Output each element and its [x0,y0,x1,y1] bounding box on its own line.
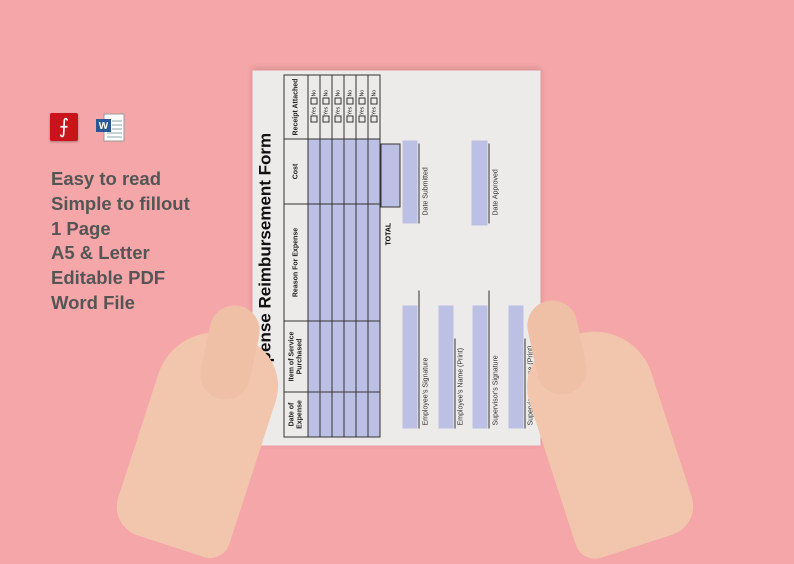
feature-list: Easy to read Simple to fillout 1 Page A5… [51,167,190,316]
table-cell[interactable] [343,391,356,437]
yes-label: Yes [310,106,317,115]
receipt-cell: Yes No [367,74,380,139]
form-paper: Expense Reimbursement Form Date of Expen… [252,70,540,445]
table-cell[interactable] [307,203,320,321]
no-checkbox[interactable] [370,96,377,104]
pdf-icon: ⨍ [50,113,78,141]
yes-label: Yes [322,106,329,115]
yes-checkbox[interactable] [370,115,377,123]
table-cell[interactable] [355,320,368,392]
receipt-cell: Yes No [355,74,368,139]
table-row: Yes No [331,74,344,437]
yes-label: Yes [334,106,341,115]
date-approved-field[interactable] [471,140,487,225]
feature-item: Easy to read [51,168,162,189]
table-header: Date of Expense Item of Service Purchase… [283,74,308,437]
table-cell[interactable] [331,320,344,392]
word-icon: W [96,113,125,142]
receipt-cell: Yes No [331,74,344,139]
table-cell[interactable] [343,320,356,392]
table-cell[interactable] [367,391,380,437]
yes-checkbox[interactable] [310,115,317,123]
col-cost: Cost [283,138,308,204]
employee-name-label: Employee's Name (Print) [457,347,464,425]
supervisor-name-field[interactable] [508,305,523,428]
table-cell[interactable] [331,391,344,437]
expense-table: Date of Expense Item of Service Purchase… [283,74,380,437]
employee-signature-field[interactable] [402,305,417,428]
yes-label: Yes [370,106,377,115]
no-label: No [370,89,377,96]
table-cell[interactable] [355,138,368,204]
table-row: Yes No [319,74,332,437]
feature-item: 1 Page [51,217,111,239]
col-reason: Reason For Expense [283,203,308,321]
receipt-cell: Yes No [343,74,356,139]
supervisor-signature-field[interactable] [472,305,487,428]
no-checkbox[interactable] [310,96,317,104]
total-field[interactable] [380,143,400,207]
date-submitted-label: Date Submitted [422,166,429,215]
supervisor-signature-label: Supervisor's Signature [492,354,499,425]
receipt-cell: Yes No [307,74,320,139]
no-label: No [310,89,317,96]
date-approved-label: Date Approved [492,168,499,215]
yes-checkbox[interactable] [322,115,329,123]
table-row: Yes No [355,74,368,437]
yes-checkbox[interactable] [358,115,365,123]
yes-label: Yes [346,106,353,115]
date-submitted-field[interactable] [402,140,417,223]
table-cell[interactable] [343,203,356,321]
receipt-cell: Yes No [319,74,332,139]
table-cell[interactable] [331,203,344,321]
table-row: Yes No [367,74,380,437]
no-label: No [334,89,341,96]
feature-item: A5 & Letter [51,242,150,264]
table-cell[interactable] [307,138,320,204]
table-cell[interactable] [319,391,332,437]
table-cell[interactable] [319,138,332,204]
no-checkbox[interactable] [358,96,365,104]
yes-checkbox[interactable] [346,115,353,123]
no-label: No [322,89,329,96]
table-cell[interactable] [331,138,344,204]
col-item: Item of Service Purchased [283,320,308,392]
table-cell[interactable] [367,138,380,204]
table-cell[interactable] [307,320,320,392]
feature-item: Editable PDF [51,267,166,289]
table-cell[interactable] [355,203,368,321]
table-cell[interactable] [355,391,368,437]
no-checkbox[interactable] [346,96,353,104]
employee-signature-label: Employee's Signature [422,357,429,425]
no-label: No [358,89,365,96]
no-checkbox[interactable] [322,96,329,104]
yes-label: Yes [358,106,365,115]
table-cell[interactable] [319,203,332,321]
table-cell[interactable] [343,138,356,204]
feature-item: Simple to fillout [51,192,190,214]
table-row: Yes No [307,74,320,437]
table-cell[interactable] [319,320,332,392]
table-cell[interactable] [367,320,380,392]
table-cell[interactable] [367,203,380,321]
no-label: No [346,89,353,96]
feature-item: Word File [51,291,135,313]
total-label: TOTAL [385,222,392,245]
table-row: Yes No [343,74,356,437]
yes-checkbox[interactable] [334,115,341,123]
table-cell[interactable] [307,391,320,437]
col-date: Date of Expense [283,391,308,437]
svg-text:W: W [99,121,109,132]
no-checkbox[interactable] [334,96,341,104]
employee-name-field[interactable] [438,305,453,428]
col-receipt: Receipt Attached [283,74,308,139]
